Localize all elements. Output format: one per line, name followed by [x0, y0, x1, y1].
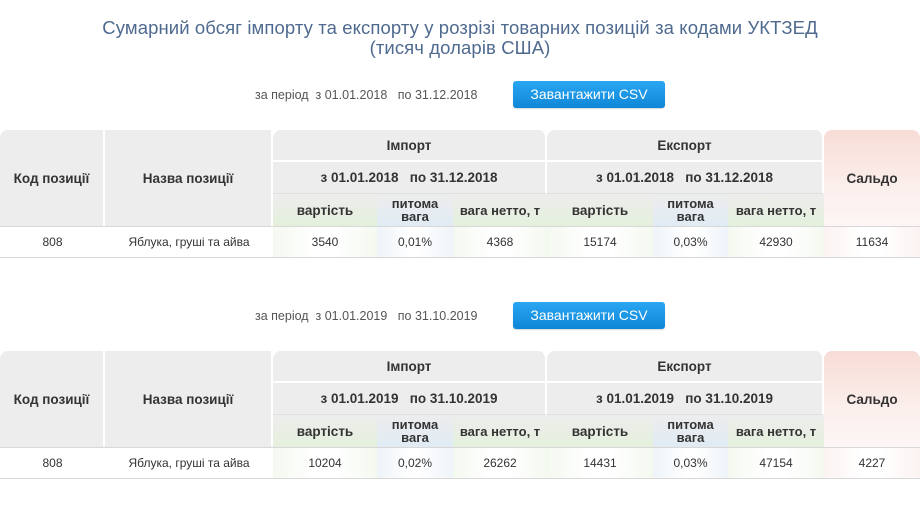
download-csv-button[interactable]: Завантажити CSV: [513, 81, 665, 108]
cell-code: 808: [0, 226, 105, 258]
period-text-2: за період з 01.01.2019 по 31.10.2019: [255, 309, 478, 323]
header-saldo: Сальдо: [824, 351, 921, 447]
cell-import-value: 3540: [273, 226, 377, 258]
cell-export-value: 15174: [547, 226, 653, 258]
header-import-period: з 01.01.2018 по 31.12.2018: [273, 162, 547, 194]
cell-saldo: 11634: [824, 226, 921, 258]
header-import-share: питома вага: [377, 415, 453, 447]
cell-import-value: 10204: [273, 447, 377, 479]
header-import-net: вага нетто, т: [453, 194, 547, 226]
period-row-1: за період з 01.01.2018 по 31.12.2018 Зав…: [0, 81, 920, 108]
trade-table-1: Код позиції Назва позиції Імпорт Експорт…: [0, 130, 921, 258]
cell-import-net: 4368: [453, 226, 547, 258]
page-title: Сумарний обсяг імпорту та експорту у роз…: [0, 18, 920, 58]
header-import-value: вартість: [273, 415, 377, 447]
header-export-value: вартість: [547, 415, 653, 447]
period-text-1: за період з 01.01.2018 по 31.12.2018: [255, 88, 478, 102]
header-import: Імпорт: [273, 130, 547, 162]
cell-export-net: 47154: [728, 447, 825, 479]
header-import-share: питома вага: [377, 194, 453, 226]
cell-import-share: 0,01%: [377, 226, 453, 258]
download-csv-button[interactable]: Завантажити CSV: [513, 302, 665, 329]
header-import-period: з 01.01.2019 по 31.10.2019: [273, 383, 547, 415]
cell-name: Яблука, груші та айва: [105, 226, 273, 258]
page-title-line2: (тисяч доларів США): [369, 37, 551, 58]
header-name: Назва позиції: [105, 130, 273, 226]
header-saldo: Сальдо: [824, 130, 921, 226]
header-export-period: з 01.01.2019 по 31.10.2019: [547, 383, 825, 415]
header-name: Назва позиції: [105, 351, 273, 447]
header-export-net: вага нетто, т: [728, 415, 825, 447]
table-row: 808 Яблука, груші та айва 3540 0,01% 436…: [0, 226, 921, 258]
cell-import-share: 0,02%: [377, 447, 453, 479]
header-import: Імпорт: [273, 351, 547, 383]
header-import-net: вага нетто, т: [453, 415, 547, 447]
header-export: Експорт: [547, 130, 825, 162]
header-export-value: вартість: [547, 194, 653, 226]
cell-name: Яблука, груші та айва: [105, 447, 273, 479]
header-export: Експорт: [547, 351, 825, 383]
header-export-share: питома вага: [653, 194, 728, 226]
cell-code: 808: [0, 447, 105, 479]
cell-saldo: 4227: [824, 447, 921, 479]
cell-export-net: 42930: [728, 226, 825, 258]
cell-export-value: 14431: [547, 447, 653, 479]
header-import-value: вартість: [273, 194, 377, 226]
header-export-share: питома вага: [653, 415, 728, 447]
period-row-2: за період з 01.01.2019 по 31.10.2019 Зав…: [0, 302, 920, 329]
cell-import-net: 26262: [453, 447, 547, 479]
trade-table-2: Код позиції Назва позиції Імпорт Експорт…: [0, 351, 921, 479]
table-row: 808 Яблука, груші та айва 10204 0,02% 26…: [0, 447, 921, 479]
header-export-net: вага нетто, т: [728, 194, 825, 226]
header-code: Код позиції: [0, 130, 105, 226]
header-export-period: з 01.01.2018 по 31.12.2018: [547, 162, 825, 194]
page-title-line1: Сумарний обсяг імпорту та експорту у роз…: [102, 17, 818, 38]
cell-export-share: 0,03%: [653, 447, 728, 479]
cell-export-share: 0,03%: [653, 226, 728, 258]
header-code: Код позиції: [0, 351, 105, 447]
